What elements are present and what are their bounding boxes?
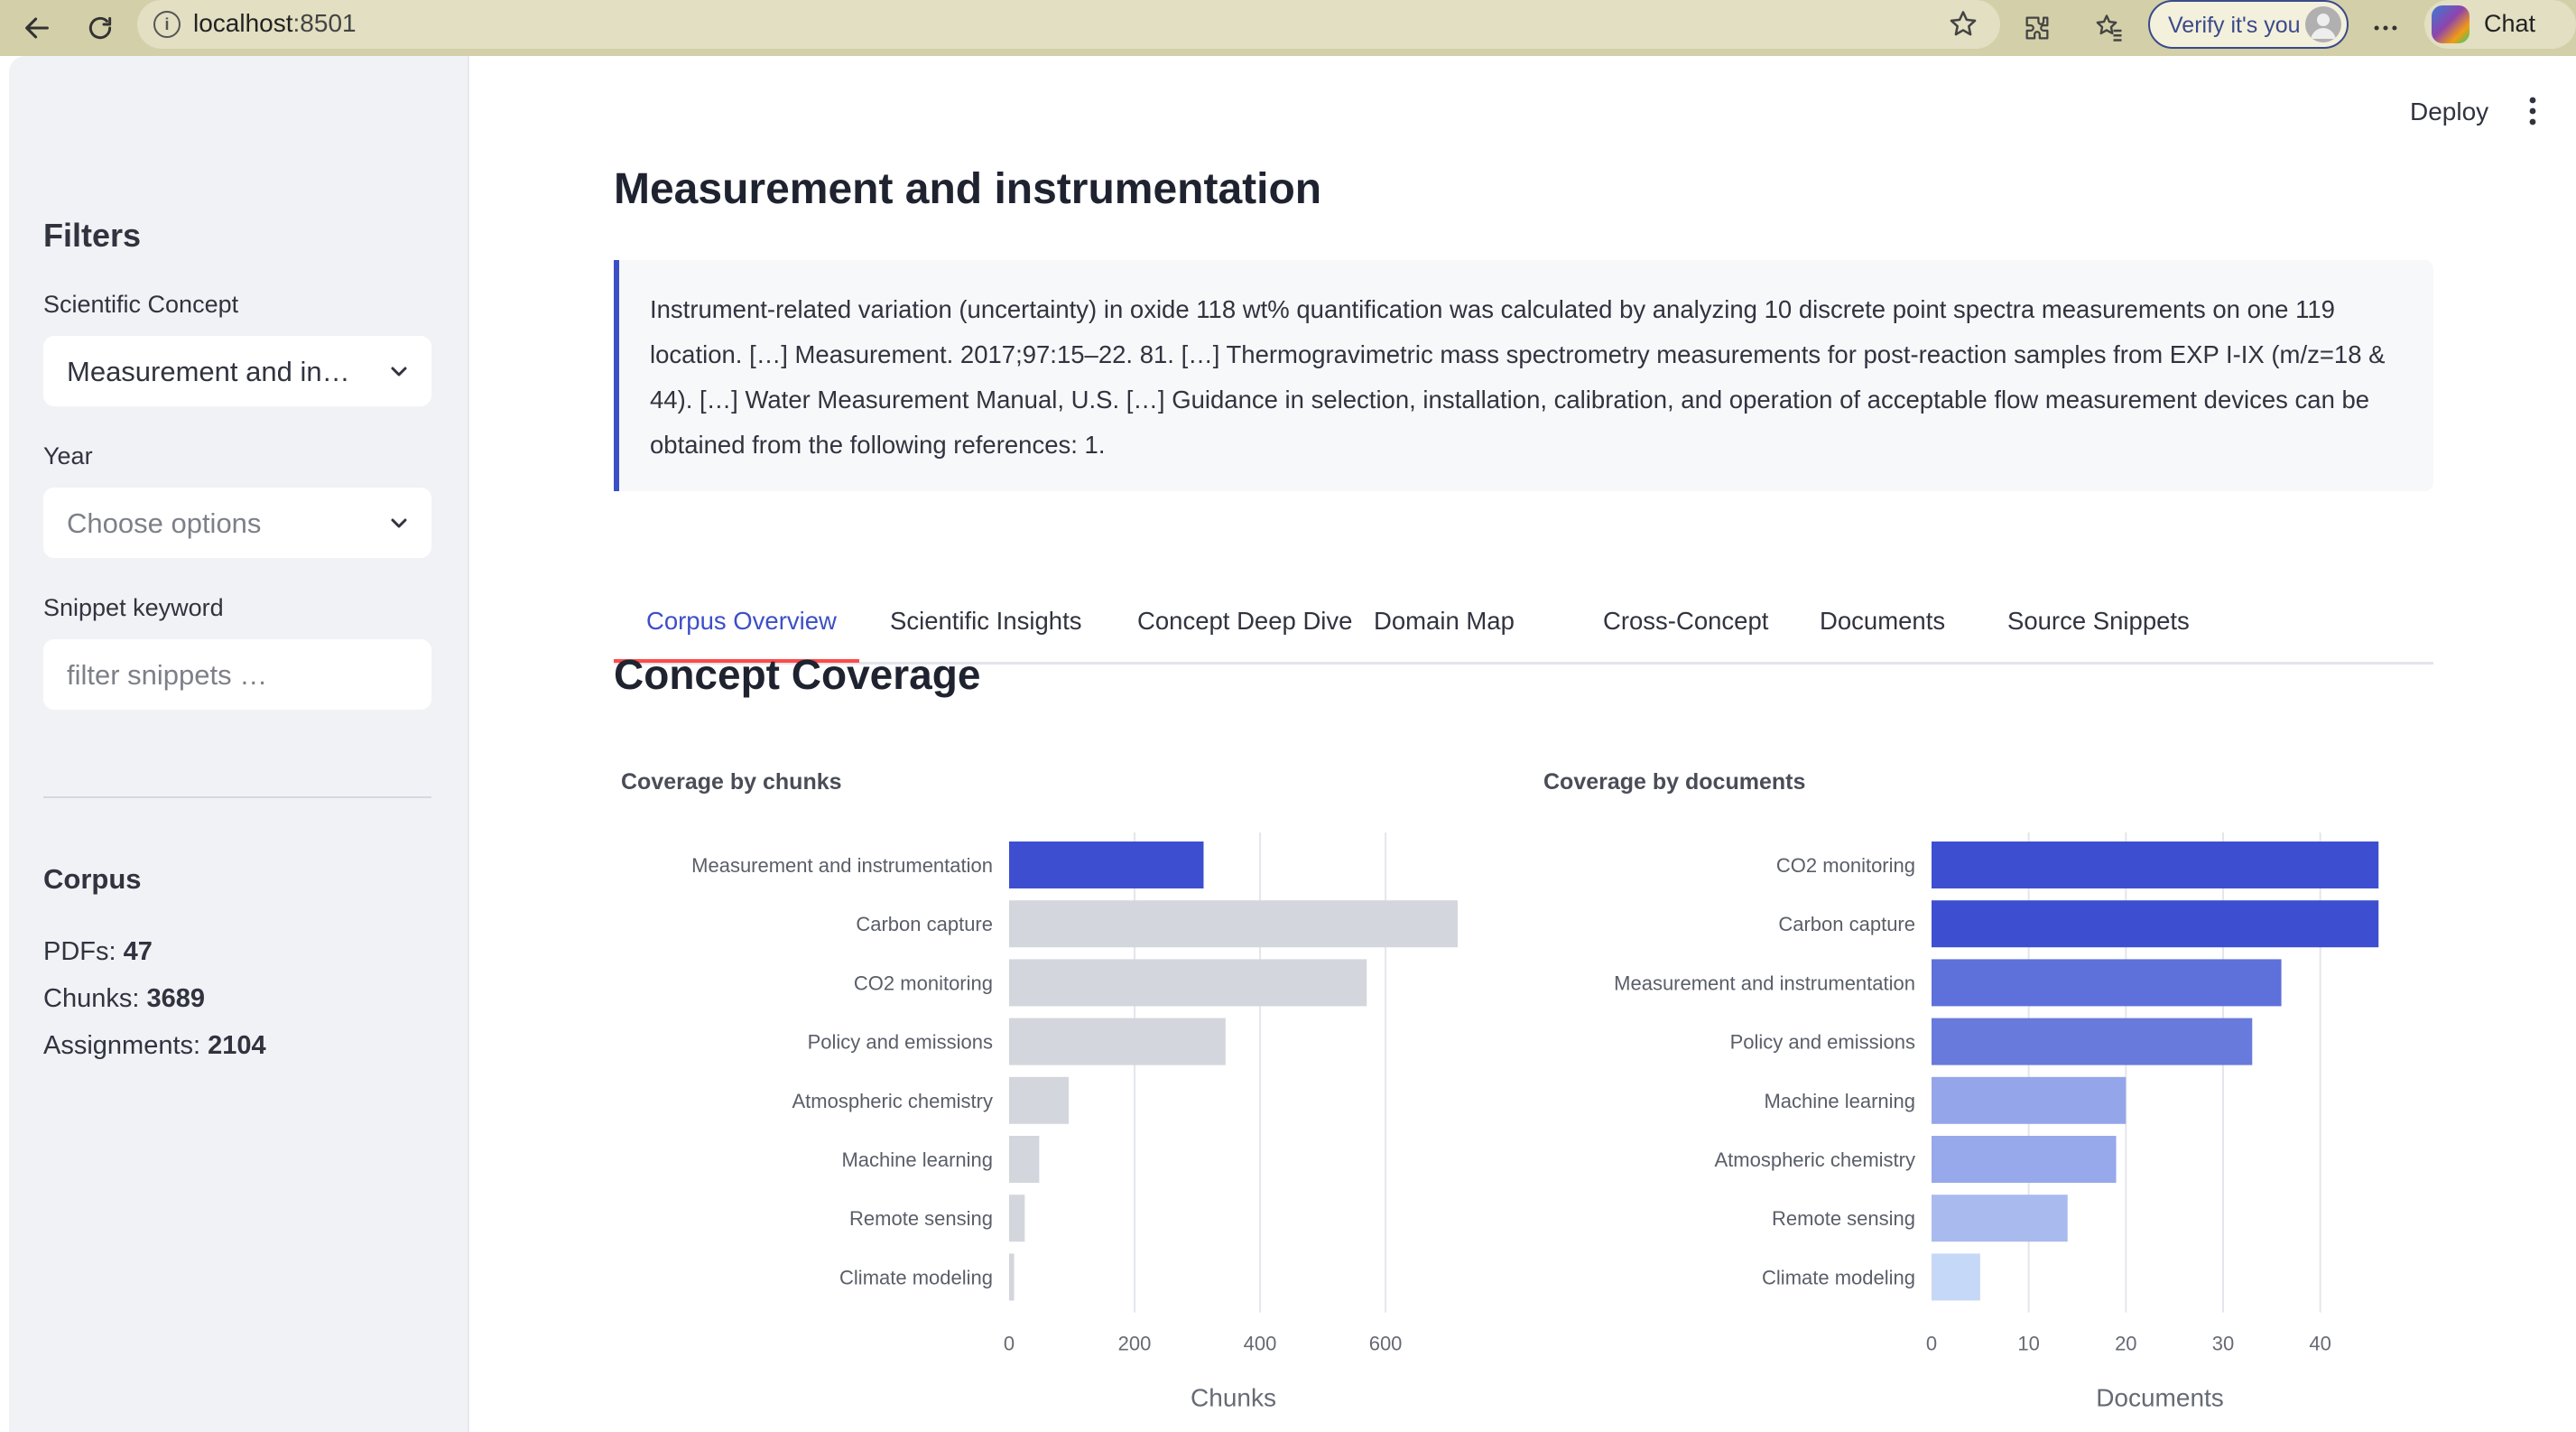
bar[interactable] [1932,1018,2253,1065]
site-info-icon[interactable]: i [153,11,181,38]
category-label: Policy and emissions [808,1031,993,1054]
category-label: Measurement and instrumentation [1614,972,1915,994]
concept-quote-text: Instrument-related variation (uncertaint… [650,295,2386,459]
main-menu-icon[interactable] [2527,96,2538,126]
x-axis-label: Documents [2096,1384,2224,1412]
bar[interactable] [1009,1253,1015,1301]
active-tab-indicator [614,659,859,663]
url-text: localhost:8501 [193,9,357,37]
bar[interactable] [1932,959,2282,1007]
corpus-heading: Corpus [43,863,142,895]
category-label: CO2 monitoring [854,972,993,994]
category-label: Machine learning [1764,1090,1915,1112]
tab-concept-deep-dive[interactable]: Concept Deep Dive [1137,607,1353,635]
snippet-keyword-input[interactable]: filter snippets … [43,639,431,710]
copilot-chat-button[interactable]: Chat [2424,0,2576,49]
concept-label: Scientific Concept [43,291,239,318]
x-tick-label: 40 [2309,1333,2330,1355]
chart-title: Coverage by documents [1543,769,1806,795]
x-tick-label: 200 [1118,1333,1152,1355]
tab-cross-concept[interactable]: Cross-Concept [1603,607,1769,635]
x-tick-label: 600 [1369,1333,1403,1355]
more-options-icon[interactable] [2361,4,2410,52]
back-icon[interactable] [13,4,61,52]
snippet-keyword-placeholder: filter snippets … [67,659,268,691]
bar[interactable] [1009,959,1367,1007]
copilot-logo-icon [2432,5,2469,43]
bar[interactable] [1932,1136,2117,1183]
page-title: Measurement and instrumentation [614,165,1322,213]
concept-select[interactable]: Measurement and in… [43,336,431,406]
assignment-count-stat: Assignments: 2104 [43,1031,266,1060]
category-label: Remote sensing [1772,1207,1915,1230]
x-tick-label: 30 [2212,1333,2234,1355]
bar[interactable] [1932,842,2379,888]
tab-documents[interactable]: Documents [1820,607,1946,635]
tab-scientific-insights[interactable]: Scientific Insights [890,607,1082,635]
sidebar: Filters Scientific Concept Measurement a… [9,56,469,1432]
bar[interactable] [1009,1136,1040,1183]
sidebar-title: Filters [43,217,142,254]
chevron-down-icon [391,367,407,377]
category-label: Climate modeling [839,1266,993,1288]
category-label: Machine learning [841,1148,993,1171]
favorite-star-icon[interactable] [1939,0,1988,49]
bar[interactable] [1009,1195,1025,1242]
bar[interactable] [1009,1018,1226,1065]
sidebar-divider [43,796,431,798]
year-label: Year [43,442,93,470]
tab-domain-map[interactable]: Domain Map [1374,607,1515,635]
category-label: Policy and emissions [1730,1031,1915,1054]
category-label: Atmospheric chemistry [792,1090,993,1112]
x-tick-label: 0 [1926,1333,1937,1355]
category-label: CO2 monitoring [1776,854,1915,877]
reload-icon[interactable] [76,4,125,52]
tab-source-snippets[interactable]: Source Snippets [2007,607,2190,635]
pdf-count-stat: PDFs: 47 [43,937,153,966]
category-label: Remote sensing [849,1207,993,1230]
category-label: Measurement and instrumentation [691,854,993,877]
chunks-chart: Coverage by chunks 0 200 400 600 Measurement… [614,769,1516,1432]
verify-profile-button[interactable]: Verify it's you [2148,0,2349,49]
bar[interactable] [1009,900,1458,948]
x-tick-label: 0 [1004,1333,1015,1355]
bar[interactable] [1932,900,2379,948]
bar[interactable] [1932,1195,2068,1242]
tab-corpus-overview[interactable]: Corpus Overview [646,607,837,635]
category-label: Carbon capture [856,913,993,935]
year-multiselect[interactable]: Choose options [43,488,431,558]
chevron-down-icon [391,518,407,528]
category-label: Climate modeling [1762,1266,1915,1288]
bar[interactable] [1009,1076,1070,1124]
documents-chart: Coverage by documents 0 10 20 30 40 CO2 monit… [1536,769,2439,1432]
favorites-icon[interactable] [2085,4,2134,52]
x-tick-label: 400 [1244,1333,1277,1355]
concept-select-value: Measurement and in… [67,356,350,387]
bar[interactable] [1932,1253,1980,1301]
chart-title: Coverage by chunks [621,769,842,795]
tab-bar: Corpus Overview Scientific Insights Conc… [614,589,2433,665]
address-bar[interactable]: i localhost:8501 [137,0,2000,49]
section-title: Concept Coverage [614,651,981,698]
x-tick-label: 10 [2017,1333,2039,1355]
deploy-button[interactable]: Deploy [2410,98,2489,126]
concept-quote-block: Instrument-related variation (uncertaint… [614,260,2433,491]
category-label: Carbon capture [1778,913,1915,935]
extensions-icon[interactable] [2013,4,2062,52]
year-placeholder: Choose options [67,507,262,539]
documents-chart-svg: 0 10 20 30 40 CO2 monitoring Carbon capture Mea… [1614,832,2379,1412]
browser-toolbar: i localhost:8501 Verify it's you Chat [0,0,2576,56]
snippet-keyword-label: Snippet keyword [43,594,224,621]
category-label: Atmospheric chemistry [1714,1148,1915,1171]
x-tick-label: 20 [2115,1333,2136,1355]
bar[interactable] [1009,842,1204,888]
profile-avatar-icon [2305,6,2341,42]
chunks-chart-svg: 0 200 400 600 Measurement and instrumentatio… [691,832,1458,1412]
bar[interactable] [1932,1076,2127,1124]
x-axis-label: Chunks [1191,1384,1276,1412]
streamlit-app: Filters Scientific Concept Measurement a… [9,56,2576,1432]
chunk-count-stat: Chunks: 3689 [43,984,205,1013]
